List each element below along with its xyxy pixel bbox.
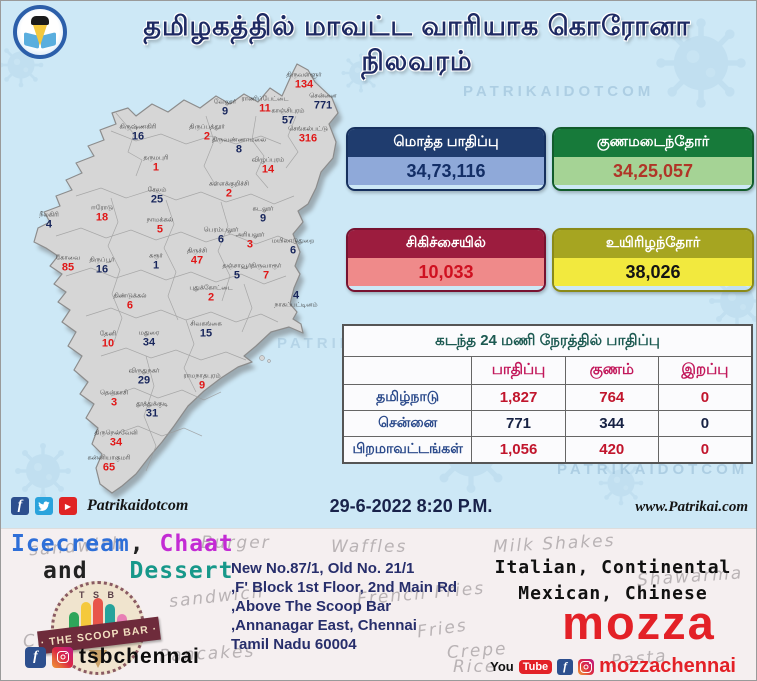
headline-and: and	[43, 558, 88, 584]
table-row-label: தமிழ்நாடு	[342, 384, 473, 411]
map-land	[33, 63, 339, 494]
table-row-label: சென்னை	[342, 410, 473, 437]
statbox-label: மொத்த பாதிப்பு	[348, 129, 544, 157]
ad-headline-line2: and Dessert	[43, 558, 233, 584]
table-cell: 771	[471, 410, 566, 437]
ad-headline-line1: Icecream, Chaat	[11, 531, 234, 557]
statbox-deaths: உயிரிழந்தோர் 38,026	[552, 228, 754, 292]
statbox-value: 34,73,116	[348, 157, 544, 185]
statbox-label: குணமடைந்தோர்	[554, 129, 752, 157]
watermark: PATRIKAIDOTCOM	[463, 83, 655, 100]
icecream-cone-icon	[89, 650, 107, 668]
island-dot	[259, 355, 265, 361]
table-col-deaths: இறப்பு	[657, 356, 753, 385]
website-link[interactable]: www.Patrikai.com	[635, 499, 748, 515]
instagram-icon[interactable]	[52, 646, 73, 668]
headline-dessert: Dessert	[129, 558, 234, 584]
youtube-icon[interactable]: Tube	[518, 659, 553, 674]
logo-pen-icon	[32, 22, 48, 46]
ad-bg-word: Waffles	[331, 537, 408, 557]
table-cell: 344	[564, 410, 659, 437]
table-col-recovered: குணம்	[564, 356, 659, 385]
tsb-handle[interactable]: tsbchennai	[79, 645, 200, 668]
table-cell: 1,827	[471, 384, 566, 411]
logo-pen-cap-icon	[31, 16, 49, 25]
infographic-footer: Patrikaidotcom 29-6-2022 8:20 P.M. www.P…	[1, 493, 756, 525]
address-line: ,Above The Scoop Bar	[231, 598, 392, 615]
scoop-logo-tsb-label: T S B	[78, 590, 117, 600]
statbox-value: 34,25,057	[554, 157, 752, 185]
tsb-social-row: tsbchennai	[25, 645, 200, 669]
table-col-cases: பாதிப்பு	[471, 356, 566, 385]
address-line: Tamil Nadu 60004	[231, 636, 357, 653]
tamilnadu-map	[33, 63, 342, 499]
table-cell: 764	[564, 384, 659, 411]
youtube-icon[interactable]	[59, 497, 77, 515]
facebook-icon[interactable]	[25, 646, 46, 668]
youtube-you-label: You	[490, 659, 514, 674]
address-line: ,Annanagar East, Chennai	[231, 617, 417, 634]
ad-address: New No.87/1, Old No. 21/1 ,F' Block 1st …	[231, 559, 471, 654]
island-dot	[267, 359, 271, 363]
headline-comma: ,	[129, 531, 145, 557]
cuisines-line1: Italian, Continental	[494, 557, 732, 578]
table-title: கடந்த 24 மணி நேரத்தில் பாதிப்பு	[342, 324, 753, 357]
statbox-value: 10,033	[348, 258, 544, 286]
statbox-recovered: குணமடைந்தோர் 34,25,057	[552, 127, 754, 191]
table-col-blank	[342, 356, 473, 385]
brand-name: Patrikaidotcom	[87, 497, 189, 514]
statbox-active: சிகிச்சையில் 10,033	[346, 228, 546, 292]
last24h-table: கடந்த 24 மணி நேரத்தில் பாதிப்பு பாதிப்பு…	[342, 324, 753, 464]
ad-bg-word: Milk Shakes	[492, 530, 616, 558]
facebook-icon[interactable]	[557, 658, 574, 675]
datetime: 29-6-2022 8:20 P.M.	[329, 496, 493, 516]
ad-section: sandwich Burger Waffles Milk Shakes sandwich…	[1, 528, 756, 680]
table-cell: 420	[564, 436, 659, 464]
mozza-social-row: You Tube mozzachennai	[469, 655, 756, 678]
ad-cuisines: Italian, Continental Mexican, Chinese	[469, 555, 756, 607]
statbox-total-cases: மொத்த பாதிப்பு 34,73,116	[346, 127, 546, 191]
social-icons	[11, 497, 77, 515]
cuisines-line2: Mexican, Chinese	[518, 583, 708, 604]
statbox-value: 38,026	[554, 258, 752, 286]
page-title: தமிழகத்தில் மாவட்ட வாரியாக கொரோனா நிலவரம…	[143, 11, 691, 76]
headline-icecream: Icecream	[11, 531, 130, 557]
scoop-bar-logo: T S B · THE SCOOP BAR ·	[37, 581, 161, 675]
statbox-label: சிகிச்சையில்	[348, 230, 544, 258]
headline-chaat: Chaat	[159, 531, 234, 557]
table-cell: 0	[657, 436, 753, 464]
instagram-icon[interactable]	[578, 658, 595, 675]
address-line: New No.87/1, Old No. 21/1	[231, 560, 415, 577]
table-cell: 0	[657, 410, 753, 437]
table-cell: 1,056	[471, 436, 566, 464]
table-cell: 0	[657, 384, 753, 411]
address-line: ,F' Block 1st Floor, 2nd Main Rd	[231, 579, 458, 596]
twitter-icon[interactable]	[35, 497, 53, 515]
facebook-icon[interactable]	[11, 497, 29, 515]
mozza-handle[interactable]: mozzachennai	[599, 655, 736, 677]
patrikai-logo	[13, 5, 67, 59]
statbox-label: உயிரிழந்தோர்	[554, 230, 752, 258]
table-row-label: பிறமாவட்டங்கள்	[342, 436, 473, 464]
district-borders	[55, 112, 299, 472]
mozza-logo: mozza	[562, 596, 716, 649]
